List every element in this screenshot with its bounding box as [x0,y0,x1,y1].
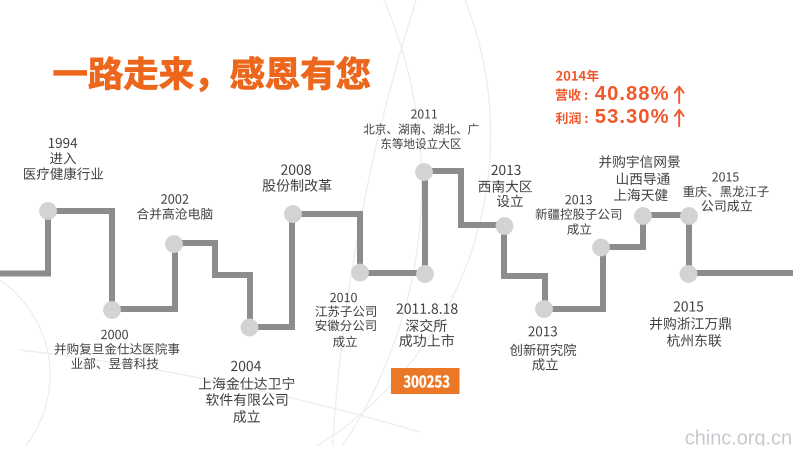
svg-text:chinc.org.cn: chinc.org.cn [685,427,792,446]
svg-text:40.88%: 40.88% [595,83,670,105]
svg-text:53.30%: 53.30% [595,106,670,128]
